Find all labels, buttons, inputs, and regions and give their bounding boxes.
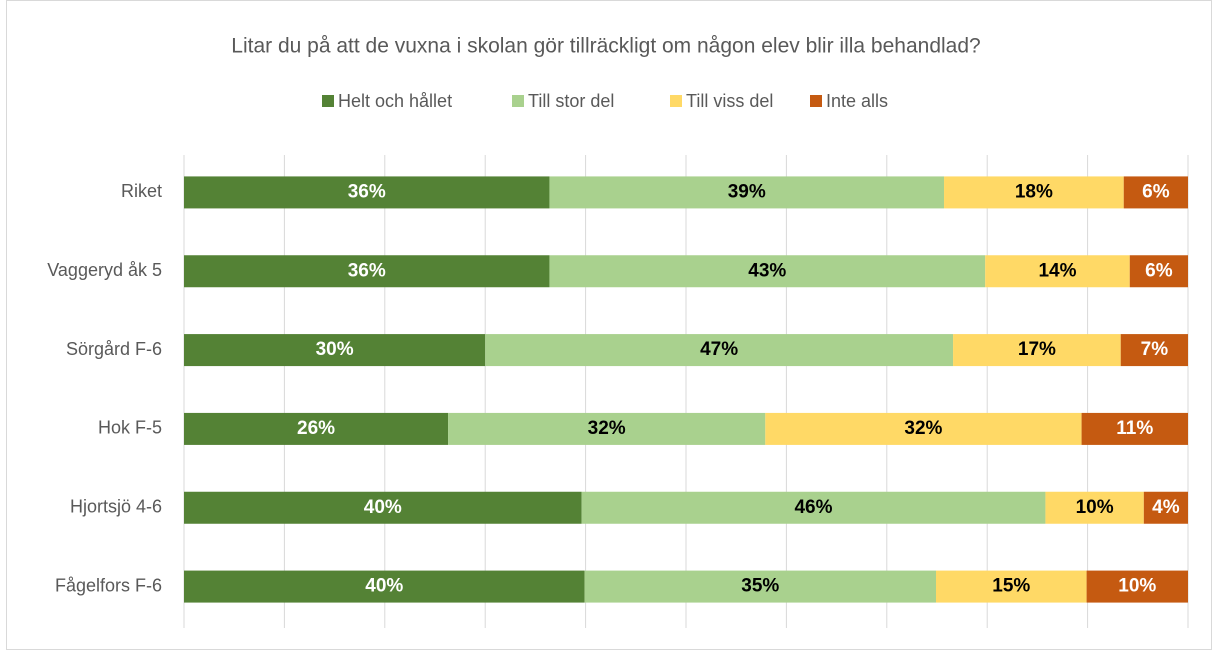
legend-swatch	[670, 95, 682, 107]
chart-title: Litar du på att de vuxna i skolan gör ti…	[231, 35, 980, 58]
data-label: 43%	[748, 260, 786, 281]
bar-segment	[184, 334, 486, 367]
data-label: 36%	[348, 181, 386, 202]
data-label: 11%	[1116, 418, 1153, 439]
data-label: 7%	[1141, 339, 1169, 360]
data-label: 26%	[297, 418, 335, 439]
y-tick-label: Fågelfors F-6	[55, 575, 162, 595]
bar-segment	[184, 491, 582, 524]
bar-segment	[549, 255, 986, 288]
y-tick-label: Hok F-5	[98, 418, 162, 438]
data-label: 47%	[700, 339, 738, 360]
y-tick-label: Hjortsjö 4-6	[70, 497, 162, 517]
y-tick-label: Sörgård F-6	[66, 339, 162, 359]
legend-label: Till viss del	[686, 91, 773, 111]
bar-segment	[1086, 570, 1188, 603]
data-label: 40%	[365, 576, 403, 597]
y-tick-label: Vaggeryd åk 5	[47, 260, 162, 280]
bar-segment	[549, 176, 945, 209]
bar-segment	[953, 334, 1121, 367]
bar-segment	[184, 412, 449, 445]
data-label: 32%	[904, 418, 942, 439]
bar-segment	[935, 570, 1087, 603]
bar-segment	[485, 334, 954, 367]
bar-segment	[985, 255, 1130, 288]
bar-segment	[1143, 491, 1188, 524]
bar-segment	[1081, 412, 1188, 445]
legend-swatch	[322, 95, 334, 107]
data-label: 39%	[728, 181, 766, 202]
data-label: 36%	[348, 260, 386, 281]
chart-border	[6, 0, 1212, 650]
bar-segment	[584, 570, 936, 603]
bar-segment	[184, 570, 585, 603]
data-label: 14%	[1038, 260, 1076, 281]
data-label: 35%	[741, 576, 779, 597]
data-label: 18%	[1015, 181, 1053, 202]
bar-segment	[944, 176, 1124, 209]
data-label: 10%	[1118, 576, 1156, 597]
data-label: 6%	[1145, 260, 1173, 281]
bar-segment	[448, 412, 766, 445]
legend-label: Helt och hållet	[338, 91, 452, 111]
bar-segment	[184, 176, 550, 209]
bar-segment	[1129, 255, 1188, 288]
data-label: 4%	[1152, 497, 1180, 518]
legend-swatch	[810, 95, 822, 107]
data-label: 6%	[1142, 181, 1170, 202]
bar-segment	[1120, 334, 1188, 367]
bar-segment	[1123, 176, 1188, 209]
data-label: 40%	[364, 497, 402, 518]
y-tick-label: Riket	[121, 181, 162, 201]
data-label: 46%	[794, 497, 832, 518]
bar-segment	[581, 491, 1046, 524]
legend-swatch	[512, 95, 524, 107]
bar-segment	[1045, 491, 1144, 524]
data-label: 17%	[1018, 339, 1056, 360]
bar-segment	[765, 412, 1082, 445]
data-label: 30%	[316, 339, 354, 360]
data-label: 15%	[992, 576, 1030, 597]
bar-segment	[184, 255, 550, 288]
legend-label: Inte alls	[826, 91, 888, 111]
data-label: 10%	[1076, 497, 1114, 518]
data-label: 32%	[588, 418, 626, 439]
legend-label: Till stor del	[528, 91, 614, 111]
